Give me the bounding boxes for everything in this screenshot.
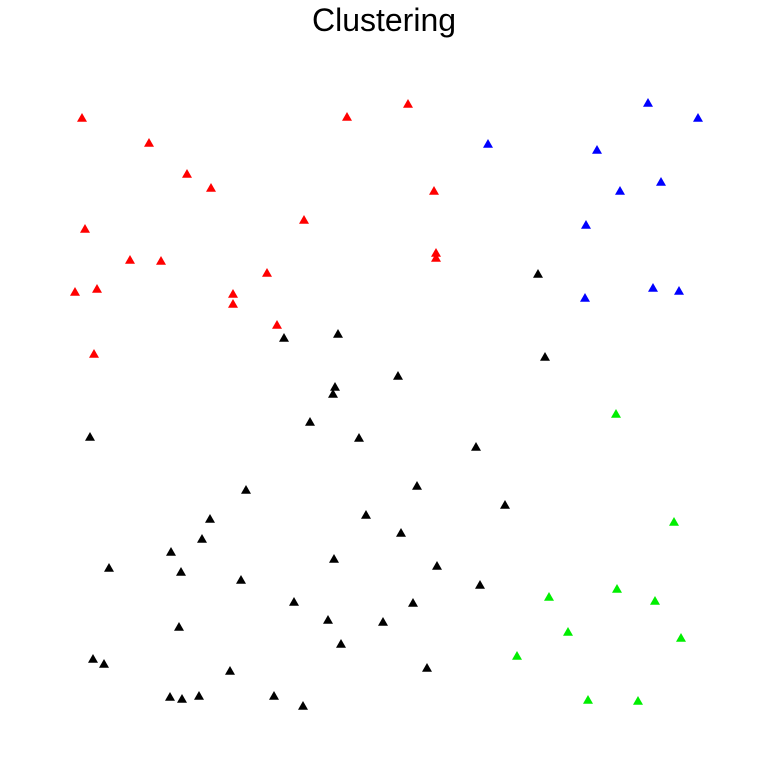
scatter-point-s1-6	[581, 220, 591, 229]
scatter-point-s0-2	[182, 169, 192, 178]
scatter-point-s3-27	[323, 615, 333, 624]
scatter-point-s0-7	[429, 186, 439, 195]
scatter-point-s0-8	[431, 248, 441, 257]
scatter-point-s3-4	[393, 371, 403, 380]
scatter-point-s1-9	[674, 286, 684, 295]
scatter-point-s3-24	[475, 580, 485, 589]
scatter-point-s3-11	[241, 485, 251, 494]
chart-title: Clustering	[311, 2, 457, 38]
scatter-point-s3-23	[236, 575, 246, 584]
scatter-point-s0-17	[228, 299, 238, 308]
scatter-point-s0-12	[156, 256, 166, 265]
scatter-point-s0-9	[431, 253, 441, 262]
scatter-point-s3-30	[336, 639, 346, 648]
scatter-point-s3-15	[361, 510, 371, 519]
scatter-point-s3-35	[165, 692, 175, 701]
scatter-point-s3-32	[99, 659, 109, 668]
scatter-point-s0-5	[342, 112, 352, 121]
scatter-point-s1-7	[580, 293, 590, 302]
scatter-point-s3-18	[166, 547, 176, 556]
scatter-point-s3-2	[333, 329, 343, 338]
scatter-point-s2-9	[633, 696, 643, 705]
scatter-point-s3-39	[298, 701, 308, 710]
scatter-point-s0-1	[144, 138, 154, 147]
scatter-point-s2-4	[650, 596, 660, 605]
scatter-point-s3-38	[269, 691, 279, 700]
scatter-point-s3-34	[225, 666, 235, 675]
scatter-point-s3-20	[432, 561, 442, 570]
scatter-point-s3-17	[197, 534, 207, 543]
scatter-point-s2-1	[669, 517, 679, 526]
scatter-point-s3-16	[396, 528, 406, 537]
scatter-point-s3-1	[279, 333, 289, 342]
scatter-point-s3-31	[88, 654, 98, 663]
scatter-point-s3-33	[422, 663, 432, 672]
scatter-point-s3-19	[329, 554, 339, 563]
scatter-point-s2-7	[512, 651, 522, 660]
scatter-point-s0-18	[272, 320, 282, 329]
scatter-point-s3-0	[533, 269, 543, 278]
scatter-point-s3-28	[378, 617, 388, 626]
scatter-point-s1-8	[648, 283, 658, 292]
scatter-point-s3-3	[540, 352, 550, 361]
scatter-point-s3-25	[289, 597, 299, 606]
scatter-point-s1-5	[656, 177, 666, 186]
scatter-point-s2-5	[563, 627, 573, 636]
scatter-point-s0-6	[403, 99, 413, 108]
scatter-point-s0-0	[77, 113, 87, 122]
scatter-point-s3-29	[174, 622, 184, 631]
scatter-point-s1-4	[615, 186, 625, 195]
scatter-point-s3-5	[330, 382, 340, 391]
scatter-point-s2-3	[612, 584, 622, 593]
scatter-point-s0-19	[89, 349, 99, 358]
scatter-point-s2-8	[583, 695, 593, 704]
scatter-point-s3-7	[85, 432, 95, 441]
scatter-point-s1-1	[693, 113, 703, 122]
scatter-point-s3-22	[176, 567, 186, 576]
scatter-point-s1-2	[483, 139, 493, 148]
scatter-point-s3-10	[471, 442, 481, 451]
scatter-point-s0-16	[228, 289, 238, 298]
scatter-point-s0-15	[92, 284, 102, 293]
scatter-point-s3-12	[412, 481, 422, 490]
scatter-point-s0-11	[125, 255, 135, 264]
scatter-point-s1-0	[643, 98, 653, 107]
scatter-point-s3-9	[354, 433, 364, 442]
scatter-point-s0-3	[206, 183, 216, 192]
scatter-point-s2-0	[611, 409, 621, 418]
scatter-point-s0-10	[80, 224, 90, 233]
scatter-point-s0-4	[299, 215, 309, 224]
scatter-point-s3-37	[194, 691, 204, 700]
scatter-point-s3-21	[104, 563, 114, 572]
scatter-point-s3-14	[205, 514, 215, 523]
scatter-point-s3-8	[305, 417, 315, 426]
scatter-point-s0-13	[262, 268, 272, 277]
scatter-point-s2-6	[676, 633, 686, 642]
scatter-point-s2-2	[544, 592, 554, 601]
scatter-point-s1-3	[592, 145, 602, 154]
scatter-point-s0-14	[70, 287, 80, 296]
scatter-point-s3-6	[328, 389, 338, 398]
scatter-point-s3-26	[408, 598, 418, 607]
scatter-point-s3-36	[177, 694, 187, 703]
scatter-point-s3-13	[500, 500, 510, 509]
